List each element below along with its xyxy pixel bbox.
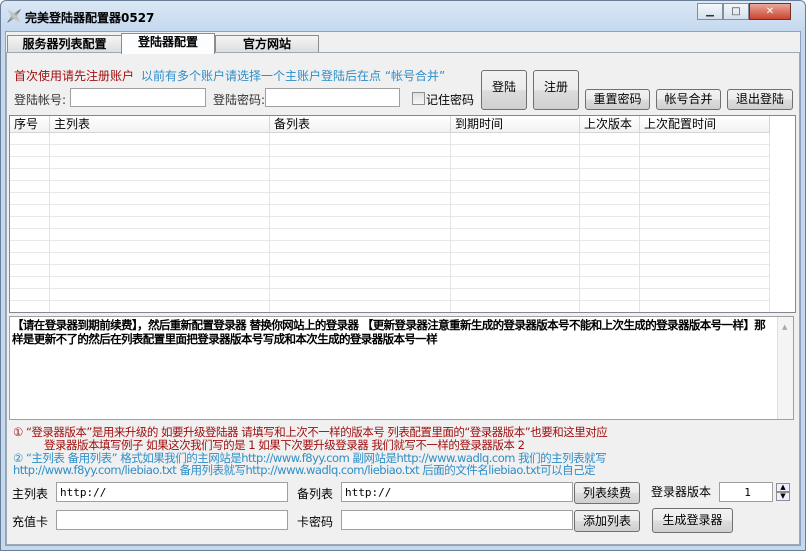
account-label: 登陆帐号:	[14, 93, 67, 107]
login-button[interactable]: 登陆	[481, 70, 527, 110]
version-down-button[interactable]: ▼	[776, 492, 790, 501]
card-input[interactable]	[56, 510, 288, 530]
version-input[interactable]	[719, 482, 773, 502]
generate-launcher-button[interactable]: 生成登录器	[652, 508, 733, 533]
memo-text: 【请在登录器到期前续费】，然后重新配置登录器 替换你网站上的登录器 【更新登录器…	[12, 318, 766, 346]
instructions-memo[interactable]: 【请在登录器到期前续费】，然后重新配置登录器 替换你网站上的登录器 【更新登录器…	[9, 316, 794, 420]
launcher-table: 序号 主列表 备列表 到期时间 上次版本 上次配置时间	[9, 115, 796, 313]
column-header-last-config-time[interactable]: 上次配置时间	[640, 116, 770, 133]
remember-password-checkbox[interactable]	[412, 92, 425, 105]
minimize-button[interactable]: ▁	[697, 3, 723, 20]
maximize-button[interactable]: □	[723, 3, 749, 20]
renew-list-button[interactable]: 列表续费	[574, 482, 640, 504]
column-header-index[interactable]: 序号	[10, 116, 50, 133]
window-title: 完美登陆器配置器0527	[25, 11, 155, 25]
card-label: 充值卡	[12, 515, 49, 529]
column-header-main-list[interactable]: 主列表	[50, 116, 270, 133]
client-area: 服务器列表配置 登陆器配置 官方网站 首次使用请先注册账户 以前有多个账户请选择…	[5, 31, 801, 546]
note-list-1: ② “主列表 备用列表” 格式如果我们的主网站是http://www.f8yy.…	[13, 451, 607, 465]
merge-notice: 以前有多个账户请选择一个主账户登陆后在点 “帐号合并”	[141, 69, 446, 83]
table-header: 序号 主列表 备列表 到期时间 上次版本 上次配置时间	[10, 116, 770, 133]
note-version-2: 登录器版本填写例子 如果这次我们写的是 1 如果下次要升级登录器 我们就写不一样…	[44, 438, 525, 452]
password-label: 登陆密码:	[213, 93, 266, 107]
main-list-label: 主列表	[12, 487, 49, 501]
add-list-button[interactable]: 添加列表	[574, 510, 640, 532]
note-list-2: http://www.f8yy.com/liebiao.txt 备用列表就写ht…	[13, 463, 596, 477]
logout-button[interactable]: 退出登陆	[727, 89, 793, 110]
merge-account-button[interactable]: 帐号合并	[656, 89, 721, 110]
title-bar: 完美登陆器配置器0527 ▁ □ ✕	[1, 1, 805, 31]
column-header-expiry[interactable]: 到期时间	[451, 116, 580, 133]
memo-scrollbar[interactable]: ▲	[777, 317, 793, 419]
main-list-input[interactable]	[56, 482, 288, 502]
app-icon	[7, 9, 21, 23]
tab-launcher-config[interactable]: 登陆器配置	[121, 33, 215, 54]
tab-server-list-config[interactable]: 服务器列表配置	[7, 35, 122, 53]
column-header-backup-list[interactable]: 备列表	[270, 116, 451, 133]
table-body	[10, 133, 770, 312]
account-input[interactable]	[70, 88, 206, 107]
card-password-label: 卡密码	[297, 515, 334, 529]
reset-password-button[interactable]: 重置密码	[585, 89, 650, 110]
close-button[interactable]: ✕	[749, 3, 791, 20]
note-version-1: ① “登录器版本”是用来升级的 如要升级登陆器 请填写和上次不一样的版本号 列表…	[13, 425, 608, 439]
backup-list-label: 备列表	[297, 487, 334, 501]
register-notice: 首次使用请先注册账户	[14, 69, 135, 83]
card-password-input[interactable]	[341, 510, 573, 530]
register-button[interactable]: 注册	[533, 70, 579, 110]
version-label: 登录器版本	[651, 485, 712, 499]
tab-official-site[interactable]: 官方网站	[215, 35, 319, 53]
password-input[interactable]	[265, 88, 400, 107]
version-up-button[interactable]: ▲	[776, 483, 790, 492]
backup-list-input[interactable]	[341, 482, 573, 502]
column-header-last-version[interactable]: 上次版本	[580, 116, 640, 133]
launcher-config-panel: 首次使用请先注册账户 以前有多个账户请选择一个主账户登陆后在点 “帐号合并” 登…	[6, 52, 800, 545]
remember-password-label: 记住密码	[426, 93, 475, 107]
